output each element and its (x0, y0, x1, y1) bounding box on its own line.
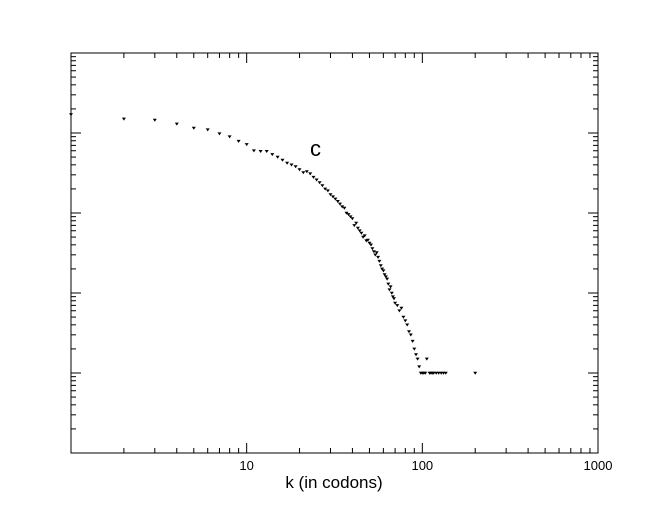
data-point (331, 195, 335, 199)
data-point (373, 253, 378, 257)
data-point (325, 189, 330, 193)
data-point (369, 243, 373, 247)
data-point (381, 269, 386, 273)
series-annotation: c (310, 136, 321, 161)
data-point (297, 168, 302, 172)
data-point (408, 333, 413, 337)
data-point (401, 315, 406, 319)
data-point (350, 217, 355, 221)
data-point (328, 193, 333, 197)
data-point (293, 165, 298, 169)
data-point (357, 229, 362, 233)
data-point (410, 339, 415, 343)
data-point (377, 259, 382, 263)
data-points (69, 113, 478, 375)
data-point (320, 184, 325, 188)
data-point (405, 323, 410, 327)
data-point (275, 155, 280, 159)
data-point (414, 353, 418, 357)
data-point (397, 309, 402, 313)
data-point (333, 197, 338, 201)
data-point (352, 224, 357, 228)
data-point (270, 153, 275, 157)
data-point (380, 267, 385, 271)
data-point (152, 118, 157, 122)
data-point (407, 330, 411, 334)
data-point (342, 206, 347, 210)
data-point (285, 161, 290, 165)
x-tick-label: 1000 (584, 458, 613, 473)
data-point (323, 187, 328, 191)
data-point (417, 365, 422, 369)
data-point (280, 158, 285, 162)
data-point (385, 277, 390, 281)
data-point (311, 175, 316, 179)
data-point (346, 213, 351, 217)
data-point (301, 171, 306, 175)
data-point (383, 275, 388, 279)
data-point (388, 285, 393, 289)
data-point (264, 150, 269, 153)
data-point (371, 250, 376, 254)
data-point (317, 181, 322, 185)
data-point (344, 211, 349, 215)
x-tick-labels: 10 100 1000 (239, 458, 612, 473)
data-point (335, 200, 340, 203)
data-point (244, 143, 249, 147)
data-point (348, 215, 353, 219)
data-point (258, 150, 263, 153)
data-point (415, 357, 420, 361)
data-point (367, 241, 372, 245)
data-point (389, 291, 394, 295)
data-point (370, 247, 375, 251)
data-point (340, 205, 345, 209)
data-point (393, 301, 398, 305)
data-point (354, 221, 359, 225)
data-point (217, 132, 222, 136)
data-point (365, 238, 370, 242)
data-point (227, 135, 232, 139)
plot-frame (70, 52, 599, 454)
data-point (205, 128, 210, 132)
data-point (378, 264, 383, 268)
data-point (382, 273, 387, 277)
data-point (251, 149, 256, 153)
data-point (236, 139, 241, 143)
data-point (359, 231, 364, 235)
x-axis-label: k (in codons) (285, 473, 382, 492)
data-point (361, 235, 366, 239)
data-point (289, 163, 294, 167)
data-point (399, 306, 404, 310)
data-point (121, 117, 126, 121)
data-point (191, 126, 196, 130)
data-point (386, 282, 391, 286)
data-point (473, 371, 478, 375)
data-point (423, 371, 428, 375)
data-point (376, 255, 381, 259)
data-point (392, 297, 396, 301)
data-point (403, 319, 408, 323)
data-point (174, 122, 179, 126)
data-point (424, 357, 429, 361)
data-point (355, 226, 360, 230)
data-point (308, 172, 313, 176)
axis-ticks (70, 53, 598, 454)
data-point (395, 304, 400, 308)
data-point (443, 371, 448, 375)
x-tick-label: 10 (239, 458, 253, 473)
data-point (338, 202, 342, 206)
data-point (387, 288, 392, 292)
data-point (412, 347, 417, 351)
data-point (390, 295, 395, 299)
data-point (304, 170, 309, 174)
x-tick-label: 100 (411, 458, 433, 473)
data-point (69, 113, 73, 117)
data-point (374, 251, 379, 255)
data-point (362, 234, 367, 238)
data-point (314, 178, 319, 182)
